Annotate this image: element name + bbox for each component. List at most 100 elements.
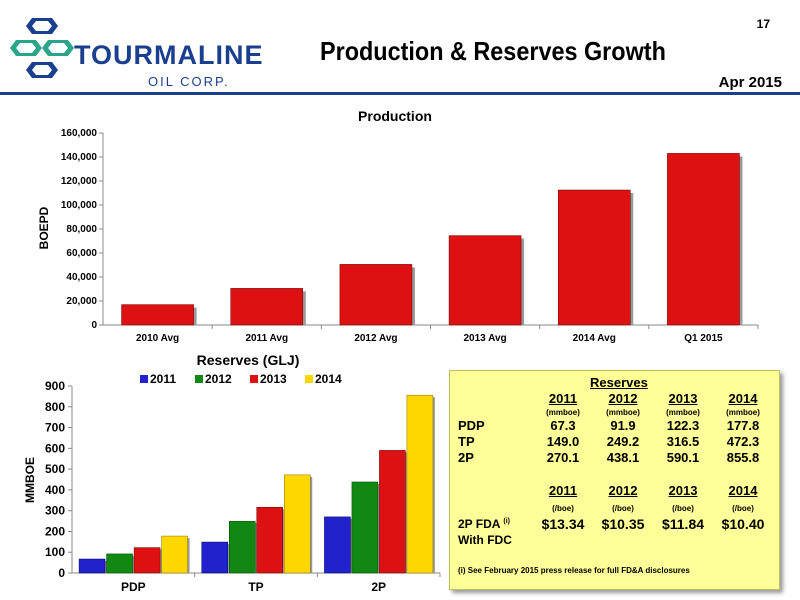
reserves-year-header: 2014 <box>728 391 758 406</box>
date-label: Apr 2015 <box>718 74 782 91</box>
reserves-chart-title: Reserves (GLJ) <box>197 352 300 368</box>
production-chart-title: Production <box>358 108 432 124</box>
logo-name: TOURMALINE <box>74 40 264 70</box>
production-y-tick-label: 0 <box>91 320 97 331</box>
reserves-cell: 855.8 <box>726 450 760 465</box>
reserves-bar <box>406 394 434 574</box>
company-logo: TOURMALINE OIL CORP. <box>10 10 263 90</box>
reserves-y-tick-label: 300 <box>45 504 65 518</box>
header-divider <box>0 92 800 95</box>
reserves-cell: 177.8 <box>726 418 760 433</box>
production-y-tick-label: 40,000 <box>66 272 97 283</box>
fda-label: 2P FDA <box>458 517 501 531</box>
reserves-table-box: Reserves 2011 2012 2013 2014 (mmboe) (mm… <box>449 370 780 590</box>
production-bar <box>448 235 522 326</box>
legend-label: 2014 <box>315 372 342 386</box>
legend-swatch <box>195 375 203 383</box>
reserves-y-tick-label: 500 <box>45 462 65 476</box>
production-bar <box>339 264 413 326</box>
production-x-tick-label: 2014 Avg <box>573 333 616 344</box>
reserves-y-tick-label: 700 <box>45 421 65 435</box>
production-y-tick-label: 20,000 <box>66 296 97 307</box>
production-x-tick-label: 2011 Avg <box>245 333 288 344</box>
reserves-cell: 270.1 <box>546 450 580 465</box>
production-x-tick-label: 2013 Avg <box>463 333 506 344</box>
reserves-cell: 472.3 <box>726 434 760 449</box>
reserves-unit: (mmboe) <box>726 408 760 417</box>
fda-footnote-marker: (i) <box>503 518 510 525</box>
fda-year-header: 2011 <box>548 483 578 498</box>
reserves-row-label-pdp: PDP <box>458 418 485 433</box>
reserves-year-header: 2012 <box>608 391 638 406</box>
legend-label: 2011 <box>150 372 176 386</box>
reserves-year-header: 2011 <box>548 391 578 406</box>
fda-unit: (/boe) <box>732 504 754 513</box>
reserves-cell: 67.3 <box>550 418 576 433</box>
reserves-bar <box>229 520 256 574</box>
reserves-cell: 590.1 <box>666 450 700 465</box>
reserves-row-label-2p: 2P <box>458 450 474 465</box>
production-y-tick-label: 80,000 <box>66 224 97 235</box>
page-number: 17 <box>756 17 770 31</box>
reserves-x-tick-label: 2P <box>371 580 386 594</box>
page-title: Production & Reserves Growth <box>320 36 666 66</box>
production-bar <box>667 153 740 326</box>
fda-cell: $10.35 <box>601 516 645 532</box>
legend-swatch <box>250 375 258 383</box>
logo-subtitle: OIL CORP. <box>148 74 230 89</box>
reserves-cell: 149.0 <box>546 434 580 449</box>
reserves-bar <box>133 547 161 574</box>
production-x-tick-label: 2010 Avg <box>136 333 179 344</box>
legend-label: 2012 <box>205 372 232 386</box>
reserves-y-tick-label: 100 <box>45 545 65 559</box>
production-y-tick-label: 100,000 <box>61 200 98 211</box>
reserves-bar <box>284 474 311 574</box>
reserves-row-label-tp: TP <box>458 434 475 449</box>
reserves-y-tick-label: 800 <box>45 400 65 414</box>
reserves-bar <box>78 558 106 574</box>
legend-swatch <box>305 375 313 383</box>
production-bar <box>121 304 194 326</box>
reserves-cell: 91.9 <box>610 418 636 433</box>
reserves-x-tick-label: TP <box>248 580 263 594</box>
reserves-year-header: 2013 <box>668 391 698 406</box>
legend-label: 2013 <box>260 372 287 386</box>
fda-unit: (/boe) <box>672 504 694 513</box>
reserves-table-title: Reserves <box>590 375 648 390</box>
reserves-chart: Reserves (GLJ) MMBOE 2011 2012 2013 2014 0 1… <box>23 352 441 594</box>
tourmaline-gem-icon <box>10 18 74 78</box>
reserves-y-tick-label: 600 <box>45 441 65 455</box>
production-y-tick-label: 160,000 <box>61 128 98 139</box>
production-chart: Production BOEPD 0 20,000 40,000 60,000 80,0… <box>37 108 759 344</box>
reserves-unit: (mmboe) <box>546 408 580 417</box>
production-bar <box>557 189 631 326</box>
reserves-bar <box>379 450 406 574</box>
fda-cell: $10.40 <box>721 516 765 532</box>
reserves-y-tick-label: 900 <box>45 379 65 393</box>
production-bar <box>230 288 304 326</box>
reserves-bar <box>351 481 379 574</box>
legend-swatch <box>140 375 148 383</box>
reserves-bar <box>161 535 188 574</box>
reserves-unit: (mmboe) <box>606 408 640 417</box>
reserves-cell: 438.1 <box>606 450 640 465</box>
fda-unit: (/boe) <box>552 504 574 513</box>
reserves-y-axis-label: MMBOE <box>23 457 37 503</box>
fda-sub-label: With FDC <box>458 533 512 547</box>
production-y-tick-label: 140,000 <box>61 152 98 163</box>
fda-unit: (/boe) <box>612 504 634 513</box>
reserves-bar <box>324 516 351 574</box>
fda-cell: $11.84 <box>661 516 705 532</box>
reserves-y-tick-label: 0 <box>58 566 65 580</box>
production-x-tick-label: 2012 Avg <box>354 333 397 344</box>
production-y-tick-label: 60,000 <box>66 248 97 259</box>
reserves-y-tick-label: 200 <box>45 524 65 538</box>
production-y-axis-label: BOEPD <box>37 206 51 249</box>
reserves-y-tick-label: 400 <box>45 483 65 497</box>
production-x-tick-label: Q1 2015 <box>684 333 723 344</box>
fda-year-header: 2014 <box>728 483 758 498</box>
reserves-bar <box>256 506 283 574</box>
fda-cell: $13.34 <box>541 516 585 532</box>
fda-year-header: 2013 <box>668 483 698 498</box>
